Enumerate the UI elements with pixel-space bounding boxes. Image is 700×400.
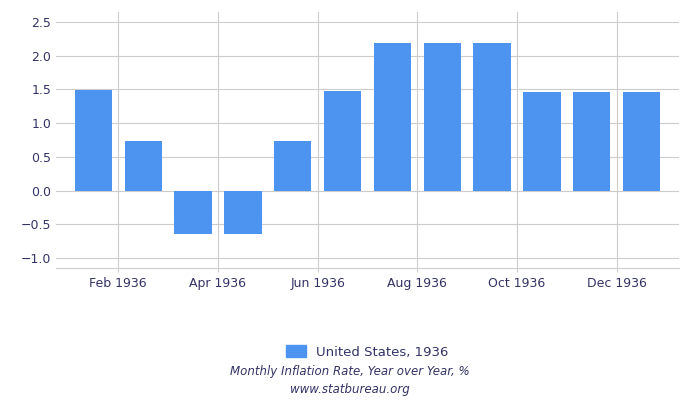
Bar: [125, 141, 162, 190]
Bar: [374, 43, 411, 190]
Bar: [174, 190, 211, 234]
Bar: [424, 43, 461, 190]
Bar: [623, 92, 660, 190]
Bar: [324, 92, 361, 190]
Bar: [75, 90, 112, 190]
Bar: [274, 141, 312, 190]
Text: Monthly Inflation Rate, Year over Year, %: Monthly Inflation Rate, Year over Year, …: [230, 366, 470, 378]
Legend: United States, 1936: United States, 1936: [281, 340, 454, 364]
Bar: [524, 92, 561, 190]
Bar: [573, 92, 610, 190]
Text: www.statbureau.org: www.statbureau.org: [290, 384, 410, 396]
Bar: [473, 43, 511, 190]
Bar: [224, 190, 262, 234]
